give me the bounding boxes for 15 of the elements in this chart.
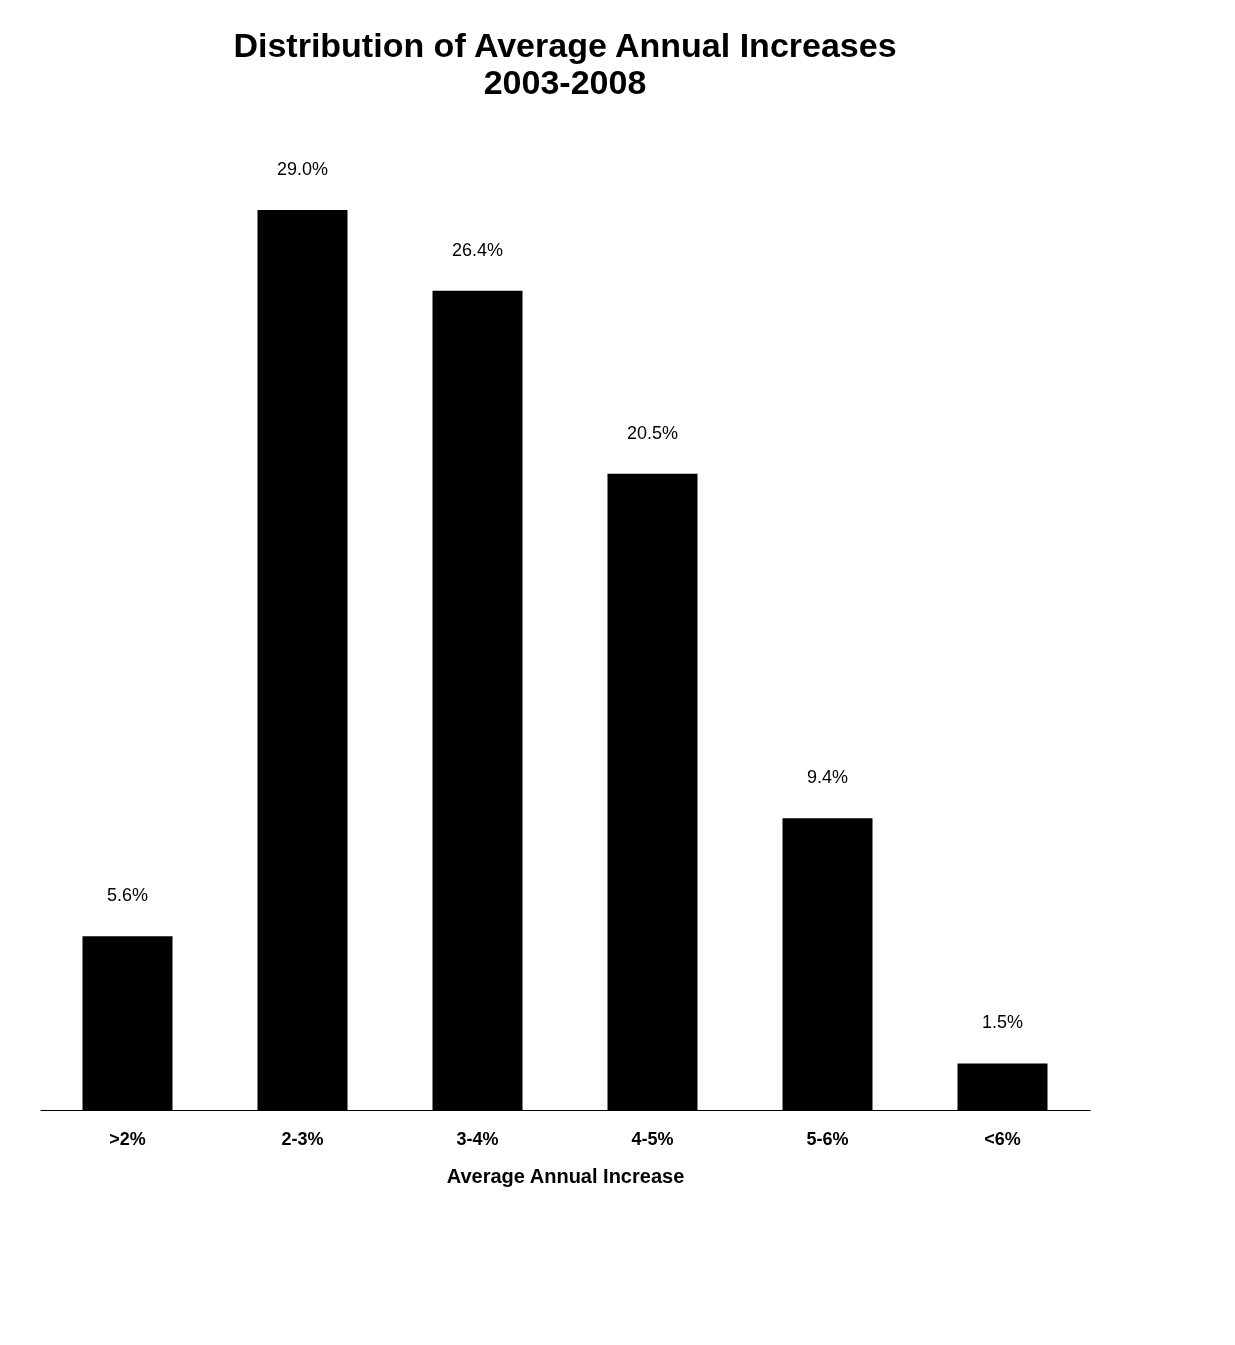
chart-subtitle: 2003-2008 <box>483 63 647 101</box>
x-tick-label: >2% <box>109 1128 146 1149</box>
x-tick-label: 3-4% <box>456 1128 499 1149</box>
chart-title: Distribution of Average Annual Increases <box>233 26 897 64</box>
x-tick-label: <6% <box>984 1128 1021 1149</box>
data-label: 29.0% <box>276 159 329 179</box>
data-label: 5.6% <box>106 885 149 906</box>
data-label: 20.5% <box>626 422 679 443</box>
x-tick-label: 4-5% <box>631 1128 674 1149</box>
data-label: 9.4% <box>806 767 849 788</box>
data-label: 1.5% <box>981 1012 1024 1033</box>
x-tick-label: 2-3% <box>281 1128 324 1149</box>
x-tick-label: 5-6% <box>806 1128 849 1149</box>
x-axis-title: Average Annual Increase <box>446 1164 685 1187</box>
data-label: 26.4% <box>451 239 504 260</box>
